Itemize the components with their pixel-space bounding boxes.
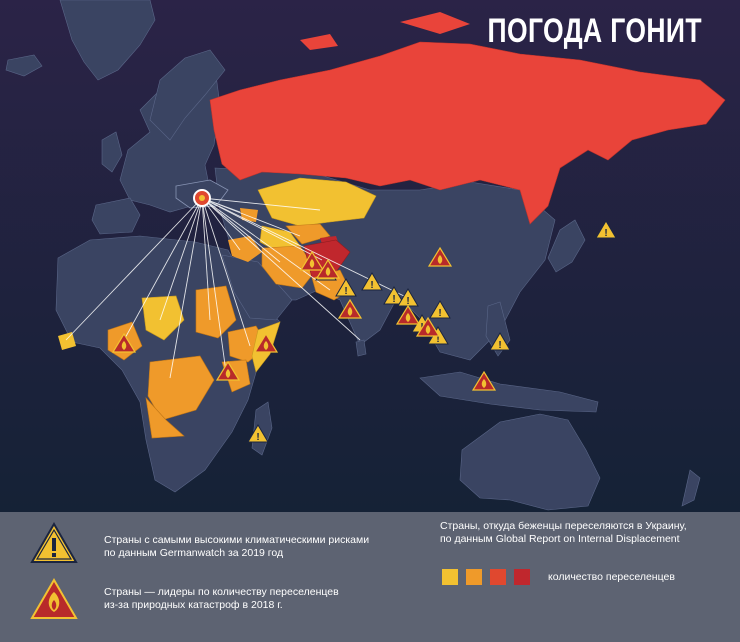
fire-triangle-icon bbox=[471, 370, 497, 391]
fire-triangle-icon bbox=[337, 298, 363, 319]
climate-risk-legend: Страны с самыми высокими климатическими … bbox=[104, 534, 369, 560]
iberia bbox=[91, 197, 141, 235]
fire-triangle-icon bbox=[111, 332, 137, 353]
svg-text:!: ! bbox=[436, 334, 439, 345]
scale-label: количество переселенцев bbox=[548, 571, 675, 583]
sierra-leone bbox=[58, 332, 76, 350]
scandinavia bbox=[149, 49, 226, 141]
uk bbox=[101, 131, 123, 173]
climate-risk-markers: ! ! ! ! ! ! ! ! ! ! ! bbox=[247, 220, 617, 443]
fire-triangle-icon bbox=[30, 578, 78, 619]
drc bbox=[147, 355, 215, 421]
warning-triangle-icon: ! bbox=[361, 272, 383, 291]
warning-triangle-icon: ! bbox=[383, 286, 405, 305]
kazakhstan bbox=[257, 177, 377, 227]
disaster-legend-line1: Страны — лидеры по количеству переселенц… bbox=[104, 586, 339, 598]
disaster-legend-line2: из-за природных катастроф в 2018 г. bbox=[104, 599, 283, 611]
svg-text:!: ! bbox=[344, 286, 347, 297]
scale-swatch-2 bbox=[466, 569, 482, 585]
fire-triangle-icon bbox=[315, 258, 341, 279]
svg-text:!: ! bbox=[438, 308, 441, 319]
arabia bbox=[221, 254, 293, 321]
source-legend: Страны, откуда беженцы переселяются в Ук… bbox=[440, 520, 687, 546]
source-legend-line2: по данным Global Report on Internal Disp… bbox=[440, 533, 680, 545]
fire-triangle-icon bbox=[215, 360, 241, 381]
russia-arctic-islands bbox=[300, 12, 470, 50]
iceland bbox=[5, 54, 43, 77]
australia bbox=[459, 413, 601, 511]
source-legend-line1: Страны, откуда беженцы переселяются в Ук… bbox=[440, 520, 687, 532]
angola bbox=[145, 397, 185, 439]
warning-triangle-icon: ! bbox=[335, 278, 357, 297]
new-zealand bbox=[681, 469, 701, 507]
warning-triangle-icon: ! bbox=[247, 424, 269, 443]
svg-text:!: ! bbox=[370, 280, 373, 291]
fire-triangle-icon bbox=[299, 250, 325, 271]
russia bbox=[209, 41, 726, 225]
world-map: ! ! ! ! ! ! ! ! ! ! ! bbox=[0, 0, 740, 512]
scale-swatch-1 bbox=[442, 569, 458, 585]
svg-text:!: ! bbox=[498, 340, 501, 351]
fire-triangle-icon bbox=[253, 332, 279, 353]
fire-triangle-icon bbox=[415, 316, 441, 337]
map-title: ПОГОДА ГОНИТ bbox=[487, 12, 702, 50]
disaster-legend: Страны — лидеры по количеству переселенц… bbox=[104, 586, 339, 612]
svg-text:!: ! bbox=[406, 296, 409, 307]
svg-text:!: ! bbox=[604, 228, 607, 239]
scale-swatch-3 bbox=[490, 569, 506, 585]
niger-chad bbox=[141, 295, 185, 341]
disaster-markers bbox=[111, 246, 497, 391]
sri-lanka bbox=[355, 339, 367, 357]
uzbekistan bbox=[285, 223, 331, 245]
japan bbox=[547, 219, 586, 273]
ukraine-marker-core bbox=[199, 195, 205, 201]
warning-triangle-icon: ! bbox=[429, 300, 451, 319]
svg-text:!: ! bbox=[392, 294, 395, 305]
georgia-armenia bbox=[240, 208, 258, 222]
svg-text:!: ! bbox=[256, 432, 259, 443]
climate-risk-legend-line2: по данным Germanwatch за 2019 год bbox=[104, 547, 284, 559]
scale-swatch-4 bbox=[514, 569, 530, 585]
legend-panel: Страны с самыми высокими климатическими … bbox=[0, 512, 740, 642]
fire-triangle-icon bbox=[395, 304, 421, 325]
warning-triangle-icon bbox=[30, 522, 78, 563]
warning-triangle-icon: ! bbox=[489, 332, 511, 351]
climate-risk-legend-line1: Страны с самыми высокими климатическими … bbox=[104, 534, 370, 546]
greenland bbox=[59, 0, 156, 81]
fire-triangle-icon bbox=[427, 246, 453, 267]
warning-triangle-icon: ! bbox=[595, 220, 617, 239]
iraq-syria bbox=[228, 236, 262, 262]
sudan bbox=[195, 285, 237, 339]
